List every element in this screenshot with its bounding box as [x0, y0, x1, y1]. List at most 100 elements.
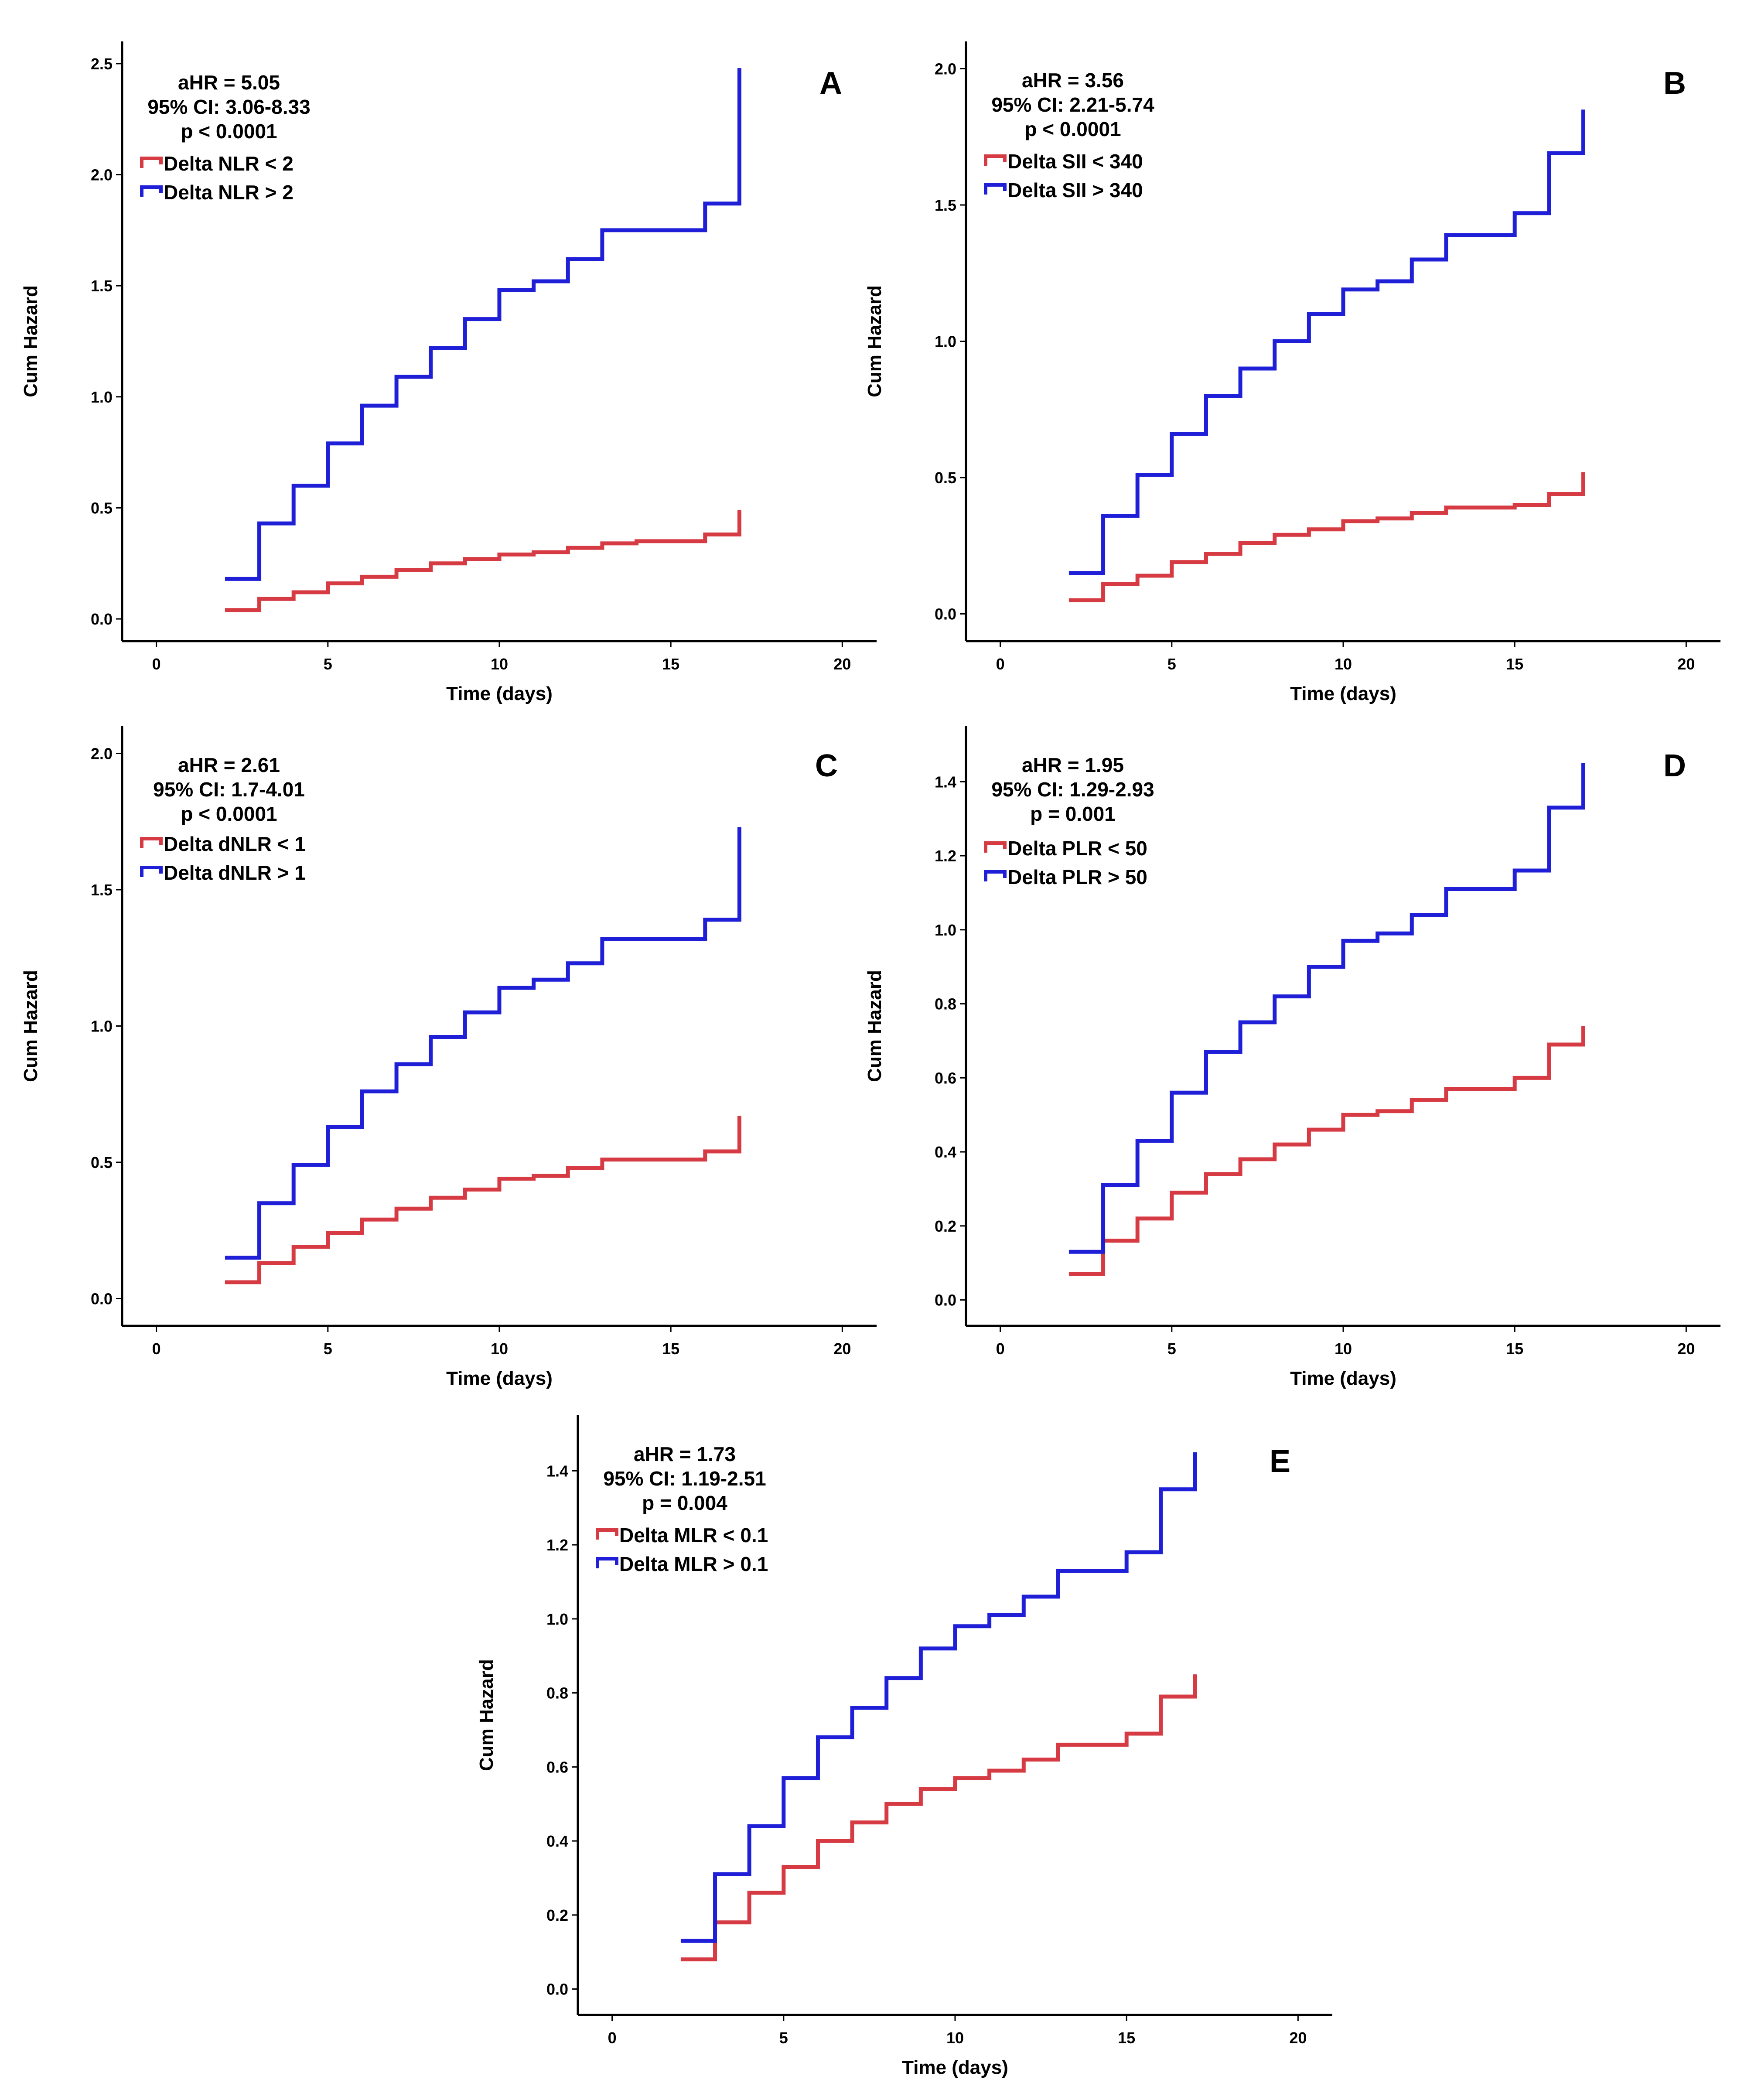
legend-label-low: Delta dNLR < 1 [164, 833, 306, 855]
x-tick-label: 5 [324, 1340, 332, 1358]
x-tick-label: 10 [491, 1340, 508, 1358]
y-tick-label: 0.6 [935, 1069, 956, 1087]
y-tick-label: 2.0 [935, 60, 956, 78]
y-tick-label: 1.0 [935, 921, 956, 939]
y-tick-label: 0.5 [935, 469, 956, 487]
x-tick-label: 5 [1167, 655, 1176, 673]
stat-ci: 95% CI: 1.29-2.93 [991, 778, 1154, 801]
series-line-high [680, 1452, 1197, 1943]
legend-symbol-low [984, 841, 1007, 853]
x-tick-label: 0 [152, 655, 161, 673]
x-tick-label: 15 [662, 1340, 679, 1358]
series-line-low [680, 1674, 1197, 1962]
series-line-high [1068, 109, 1585, 575]
y-tick-label: 0.5 [91, 499, 113, 517]
y-tick-label: 0.2 [546, 1906, 568, 1924]
x-axis-title: Time (days) [1290, 683, 1396, 704]
series-line-low [1068, 472, 1585, 602]
series-line-low [1068, 1026, 1585, 1276]
x-tick-label: 20 [833, 1340, 851, 1358]
x-tick-label: 15 [1506, 655, 1523, 673]
legend-label-high: Delta SII > 340 [1007, 179, 1143, 201]
x-axis-title: Time (days) [902, 2057, 1008, 2078]
stat-ahr: aHR = 3.56 [1022, 69, 1124, 92]
legend-label-high: Delta MLR > 0.1 [619, 1553, 768, 1575]
stat-p: p < 0.0001 [181, 802, 277, 825]
y-tick-label: 0.5 [91, 1154, 113, 1171]
legend-symbol-low [140, 157, 163, 168]
y-tick-label: 0.8 [935, 995, 956, 1013]
panel-e: 0 5 10 15 20 0.0 0.2 0.4 0.6 0.8 1.0 1.2 1.4 Time (da… [476, 1415, 1332, 2078]
y-tick-label: 1.0 [91, 388, 113, 406]
stat-ci: 95% CI: 1.7-4.01 [153, 778, 305, 801]
panel-letter: D [1663, 748, 1686, 783]
legend-label-high: Delta NLR > 2 [164, 181, 294, 204]
y-axis-title: Cum Hazard [20, 285, 41, 397]
panel-letter: E [1270, 1444, 1290, 1479]
y-tick-label: 1.0 [91, 1018, 113, 1035]
y-tick-label: 1.5 [91, 881, 113, 899]
y-axis-title: Cum Hazard [20, 970, 41, 1082]
x-tick-label: 0 [996, 655, 1005, 673]
stat-ahr: aHR = 5.05 [178, 71, 280, 94]
y-tick-label: 1.5 [935, 196, 956, 214]
y-tick-label: 0.2 [935, 1217, 956, 1235]
y-tick-label: 1.4 [546, 1462, 568, 1480]
y-tick-label: 0.4 [935, 1143, 956, 1161]
series-line-low [225, 510, 741, 612]
series-line-low [225, 1116, 741, 1284]
legend-symbol-low [984, 154, 1007, 166]
panel-letter: C [815, 748, 838, 783]
legend-symbol-high [140, 866, 163, 877]
panel-letter: B [1663, 66, 1686, 101]
y-tick-label: 1.0 [935, 333, 956, 351]
x-tick-label: 5 [1167, 1340, 1176, 1358]
panel-b: 0 5 10 15 20 0.0 0.5 1.0 1.5 2.0 Time (days) Cum Ha… [864, 41, 1720, 704]
legend-label-low: Delta PLR < 50 [1007, 837, 1147, 860]
legend-symbol-high [596, 1557, 618, 1568]
legend-symbol-low [596, 1528, 618, 1540]
y-tick-label: 0.0 [935, 1291, 956, 1309]
legend-label-high: Delta PLR > 50 [1007, 866, 1147, 888]
x-tick-label: 20 [1677, 655, 1695, 673]
y-tick-label: 0.6 [546, 1758, 568, 1776]
y-tick-label: 0.4 [546, 1832, 568, 1850]
y-tick-label: 2.0 [91, 745, 113, 763]
panel-a: 0 5 10 15 20 0.0 0.5 1.0 1.5 2.0 2.5 Time (days) Cum… [20, 41, 877, 704]
stat-p: p = 0.004 [642, 1492, 727, 1514]
x-axis-title: Time (days) [446, 1368, 553, 1389]
y-tick-label: 2.0 [91, 166, 113, 184]
y-tick-label: 1.4 [935, 773, 956, 791]
x-tick-label: 0 [996, 1340, 1005, 1358]
legend-label-low: Delta SII < 340 [1007, 150, 1143, 173]
stat-p: p < 0.0001 [1024, 118, 1121, 140]
x-tick-label: 0 [608, 2029, 617, 2047]
x-tick-label: 20 [1289, 2029, 1307, 2047]
stat-ci: 95% CI: 2.21-5.74 [991, 93, 1154, 116]
stat-ahr: aHR = 1.95 [1022, 754, 1124, 776]
y-tick-label: 1.2 [935, 847, 956, 865]
x-tick-label: 10 [491, 655, 508, 673]
y-tick-label: 0.0 [935, 605, 956, 623]
stat-ci: 95% CI: 1.19-2.51 [603, 1467, 766, 1490]
x-tick-label: 15 [1118, 2029, 1135, 2047]
stat-ci: 95% CI: 3.06-8.33 [147, 96, 310, 118]
legend-symbol-high [984, 183, 1007, 195]
legend-symbol-high [140, 185, 163, 197]
x-tick-label: 15 [662, 655, 679, 673]
x-tick-label: 20 [1677, 1340, 1695, 1358]
panel-letter: A [819, 66, 842, 101]
y-axis-title: Cum Hazard [864, 970, 885, 1082]
x-tick-label: 10 [1335, 1340, 1352, 1358]
x-tick-label: 5 [779, 2029, 788, 2047]
y-tick-label: 1.0 [546, 1610, 568, 1628]
series-line-high [225, 827, 741, 1260]
y-axis-title: Cum Hazard [476, 1659, 497, 1771]
stat-ahr: aHR = 1.73 [634, 1443, 736, 1465]
y-axis-title: Cum Hazard [864, 285, 885, 397]
panel-d: 0 5 10 15 20 0.0 0.2 0.4 0.6 0.8 1.0 1.2 1.4 Time (da… [864, 726, 1720, 1389]
x-tick-label: 0 [152, 1340, 161, 1358]
panel-c: 0 5 10 15 20 0.0 0.5 1.0 1.5 2.0 Time (days) Cum Ha… [20, 726, 877, 1389]
